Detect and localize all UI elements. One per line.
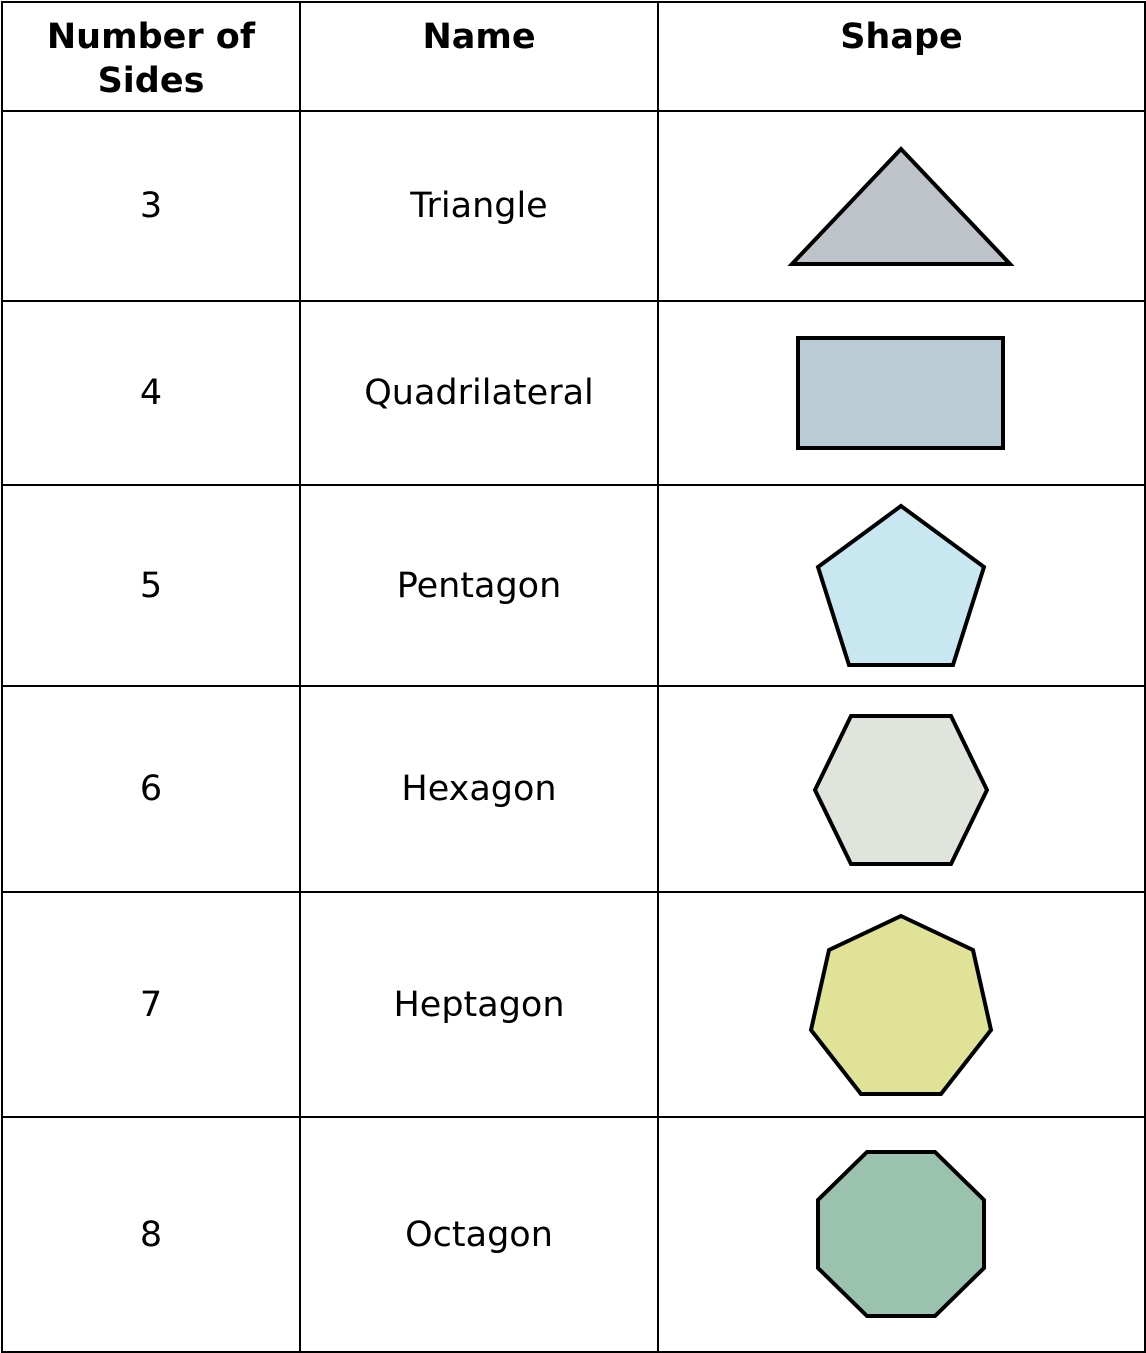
- header-row: Number of Sides Name Shape: [1, 1, 1146, 112]
- sides-cell: 8: [1, 1116, 301, 1353]
- table-row: 8 Octagon: [1, 1116, 1146, 1353]
- header-shape: Shape: [657, 1, 1146, 112]
- name-cell: Heptagon: [299, 891, 659, 1118]
- sides-cell: 6: [1, 685, 301, 893]
- name-cell: Quadrilateral: [299, 300, 659, 486]
- name-cell: Octagon: [299, 1116, 659, 1353]
- sides-cell: 3: [1, 110, 301, 302]
- shape-cell: [657, 484, 1146, 687]
- header-number-of-sides: Number of Sides: [1, 1, 301, 112]
- shape-cell: [657, 891, 1146, 1118]
- hexagon-icon: [812, 714, 990, 866]
- shape-cell: [657, 110, 1146, 302]
- shape-cell: [657, 300, 1146, 486]
- table-row: 6 Hexagon: [1, 685, 1146, 893]
- sides-cell: 4: [1, 300, 301, 486]
- shape-cell: [657, 685, 1146, 893]
- table-row: 5 Pentagon: [1, 484, 1146, 687]
- name-cell: Pentagon: [299, 484, 659, 687]
- pentagon-icon: [815, 503, 987, 667]
- heptagon-icon: [808, 913, 994, 1096]
- table-row: 7 Heptagon: [1, 891, 1146, 1118]
- table-row: 4 Quadrilateral: [1, 300, 1146, 486]
- sides-cell: 5: [1, 484, 301, 687]
- sides-cell: 7: [1, 891, 301, 1118]
- name-cell: Hexagon: [299, 685, 659, 893]
- shape-cell: [657, 1116, 1146, 1353]
- table-row: 3 Triangle: [1, 110, 1146, 302]
- octagon-icon: [816, 1150, 986, 1318]
- header-name: Name: [299, 1, 659, 112]
- name-cell: Triangle: [299, 110, 659, 302]
- triangle-icon: [787, 146, 1015, 266]
- rectangle-icon: [796, 336, 1005, 450]
